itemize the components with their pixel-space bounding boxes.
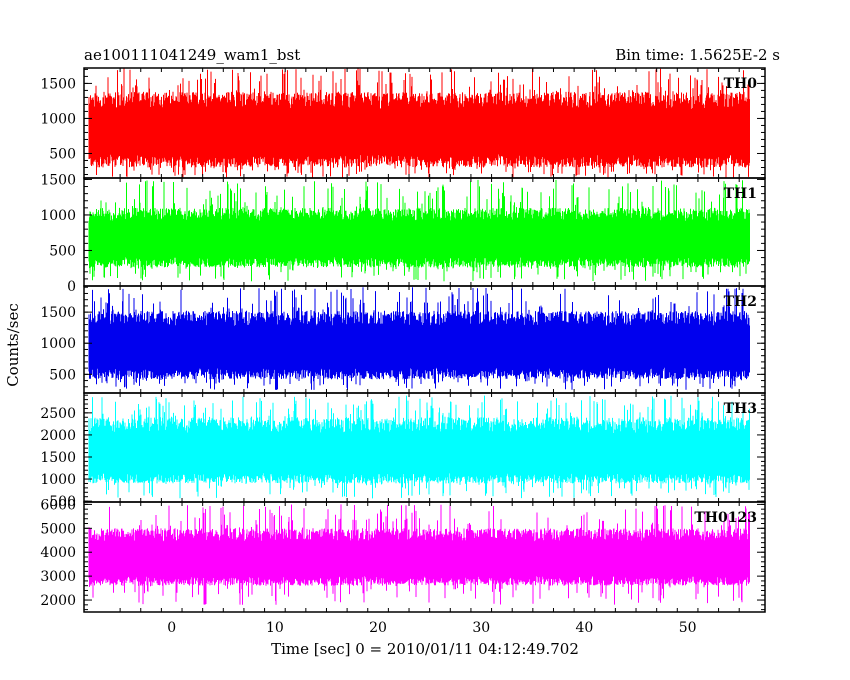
y-tick-label: 500 — [49, 146, 76, 162]
y-tick-label: 500 — [49, 367, 76, 383]
y-tick-label: 3000 — [40, 569, 76, 585]
y-tick-label: 1500 — [40, 172, 76, 188]
panel-th0: 500 1000 1500 TH0 — [40, 67, 766, 179]
chart-title: ae100111041249_wam1_bst — [84, 46, 300, 64]
y-tick-label: 2000 — [40, 428, 76, 444]
series-th0 — [88, 68, 750, 178]
panel-th2: 500 1000 1500 TH2 — [40, 285, 766, 394]
panel-th1: 0 500 1000 1500 TH1 — [40, 172, 766, 295]
x-tick-label: 20 — [369, 620, 387, 636]
y-tick-label: 1000 — [40, 208, 76, 224]
series-th1 — [88, 179, 750, 282]
x-tick-label: 10 — [266, 620, 284, 636]
panel-label-th0: TH0 — [724, 76, 758, 92]
y-tick-label: 1000 — [40, 111, 76, 127]
y-tick-label: 500 — [49, 494, 76, 510]
panel-label-th1: TH1 — [724, 186, 757, 202]
panel-th3: 500 1000 1500 2000 2500 TH3 — [40, 392, 766, 510]
y-tick-label: 1500 — [40, 450, 76, 466]
y-tick-label: 2500 — [40, 406, 76, 422]
series-th2 — [88, 287, 750, 390]
series-th3 — [88, 395, 750, 499]
bin-time-label: Bin time: 1.5625E-2 s — [615, 46, 780, 64]
series-th0123 — [88, 504, 750, 605]
y-tick-label: 5000 — [40, 521, 76, 537]
panel-label-th0123: TH0123 — [694, 510, 757, 526]
y-tick-label: 4000 — [40, 545, 76, 561]
x-tick-label: 40 — [576, 620, 594, 636]
panel-label-th3: TH3 — [724, 401, 757, 417]
x-tick-label: 0 — [167, 620, 176, 636]
y-tick-label: 6000 — [40, 497, 76, 513]
y-axis-label: Counts/sec — [4, 303, 22, 387]
y-tick-label: 1500 — [40, 305, 76, 321]
y-tick-label: 500 — [49, 243, 76, 259]
x-tick-label: 30 — [472, 620, 490, 636]
y-tick-label: 0 — [67, 279, 76, 295]
y-tick-label: 1000 — [40, 472, 76, 488]
y-tick-label: 2000 — [40, 593, 76, 609]
panel-label-th2: TH2 — [724, 294, 757, 310]
x-axis-label: Time [sec] 0 = 2010/01/11 04:12:49.702 — [271, 640, 579, 658]
x-tick-label: 50 — [679, 620, 697, 636]
y-tick-label: 1500 — [40, 76, 76, 92]
panel-th0123: 2000 3000 4000 5000 6000 TH0123 — [40, 497, 766, 613]
y-tick-label: 1000 — [40, 336, 76, 352]
